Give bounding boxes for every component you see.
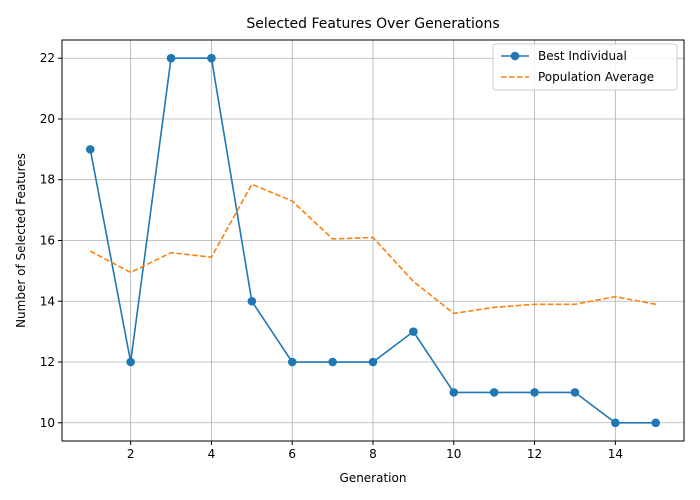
legend-box [492, 43, 678, 91]
x-axis-label: Generation [340, 471, 407, 485]
data-point-best-individual [287, 357, 297, 367]
data-point-best-individual [247, 296, 257, 306]
data-point-best-individual [328, 357, 337, 367]
grid-lines [62, 40, 684, 441]
y-axis-label: Number of Selected Features [14, 153, 28, 328]
y-tick-label: 10 [40, 416, 55, 430]
y-tick-label: 16 [40, 234, 55, 248]
legend-marker-best-individual [510, 51, 520, 61]
x-tick-label: 10 [446, 447, 461, 461]
data-series [85, 53, 661, 428]
data-point-best-individual [126, 357, 135, 367]
data-point-best-individual [570, 388, 580, 397]
x-tick-label: 2 [127, 447, 135, 461]
x-tick-label: 8 [369, 447, 377, 461]
axis-ticks: 2 4 6 8 10 12 14 10 12 14 16 18 20 22 [40, 51, 623, 461]
legend-label-population-average: Population Average [538, 70, 654, 84]
y-tick-label: 22 [40, 51, 55, 65]
data-point-best-individual [530, 388, 539, 397]
chart-legend: Best Individual Population Average [492, 43, 678, 91]
x-tick-label: 6 [288, 447, 296, 461]
x-tick-label: 14 [608, 447, 623, 461]
x-tick-label: 4 [208, 447, 216, 461]
legend-label-best-individual: Best Individual [538, 49, 627, 63]
data-point-best-individual [449, 388, 459, 397]
y-tick-label: 12 [40, 355, 55, 369]
series-line-population-average [89, 183, 656, 315]
data-point-best-individual [166, 53, 176, 63]
data-point-best-individual [651, 418, 661, 428]
y-tick-label: 14 [40, 294, 55, 308]
data-point-best-individual [368, 357, 378, 367]
data-point-best-individual [85, 145, 95, 154]
chart-title: Selected Features Over Generations [246, 16, 499, 32]
data-point-best-individual [207, 53, 216, 63]
y-tick-label: 20 [40, 112, 55, 126]
y-tick-label: 18 [40, 173, 55, 187]
data-point-best-individual [489, 388, 499, 397]
data-point-best-individual [611, 418, 620, 428]
x-tick-label: 12 [527, 447, 542, 461]
data-point-best-individual [409, 327, 418, 336]
